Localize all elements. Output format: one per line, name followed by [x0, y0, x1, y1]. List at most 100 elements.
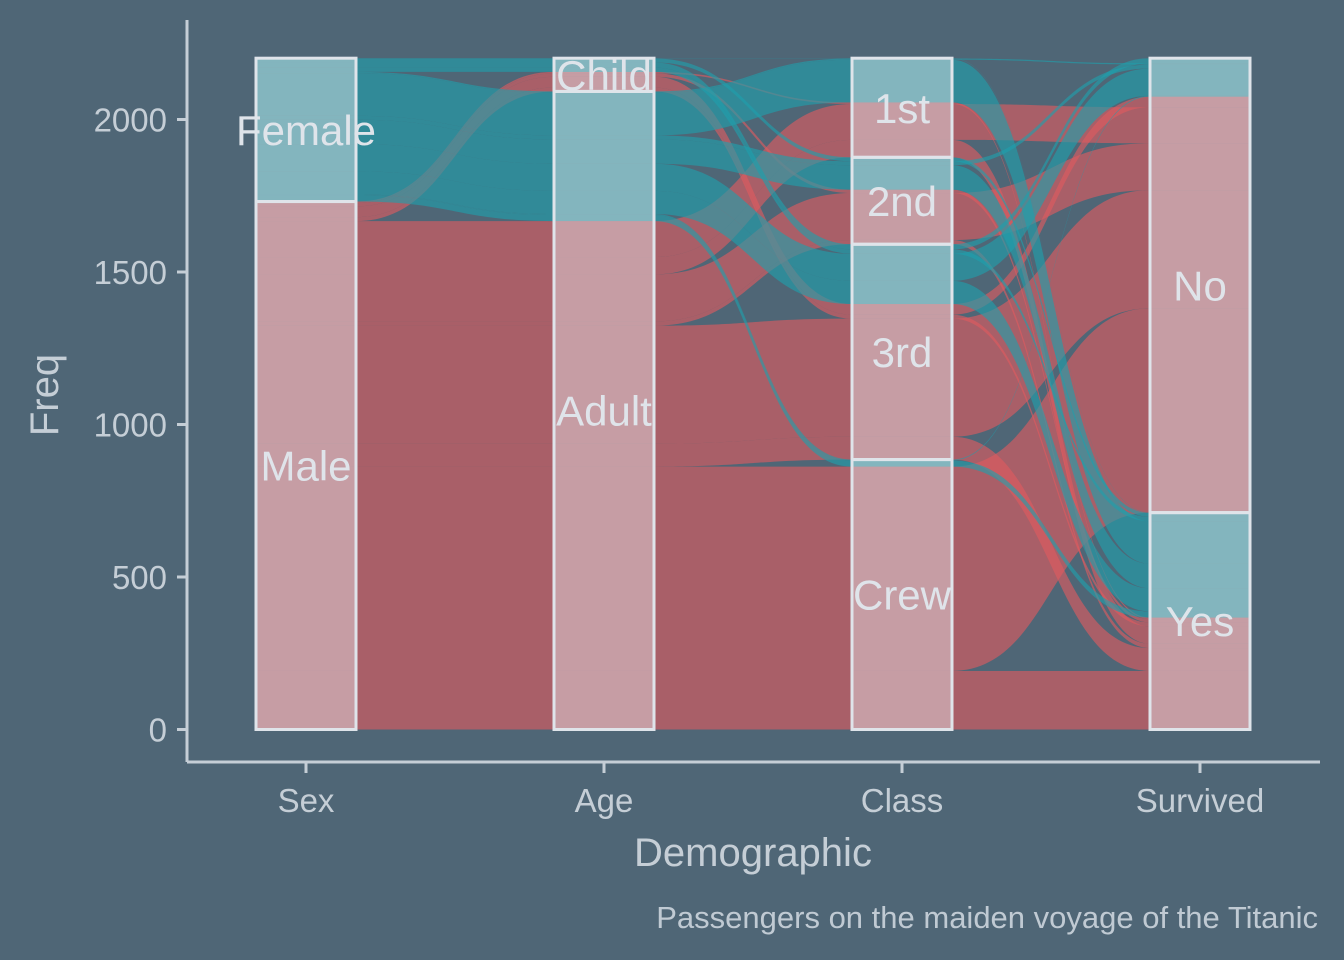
- stratum-label: 3rd: [872, 329, 933, 376]
- flow-through-stratum: [256, 67, 356, 72]
- flow-segment: [356, 115, 554, 140]
- flow-female-adult-3rd-no: [256, 68, 1250, 281]
- flow-through-stratum: [554, 257, 654, 275]
- flow-through-stratum: [554, 214, 654, 222]
- flow-segment: [952, 189, 1150, 623]
- flow-through-stratum: [852, 193, 952, 240]
- flow-through-stratum: [256, 73, 356, 116]
- flow-through-stratum: [1150, 648, 1250, 671]
- flow-segment: [952, 157, 1150, 517]
- flow-through-stratum: [554, 325, 654, 444]
- flow-female-adult-crew-yes: [256, 195, 1250, 618]
- flow-segment: [356, 443, 554, 467]
- flow-through-stratum: [554, 274, 654, 322]
- flow-through-stratum: [1150, 190, 1250, 309]
- stratum-label: Female: [236, 107, 376, 154]
- flow-through-stratum: [554, 87, 654, 92]
- flow-segment: [356, 325, 554, 444]
- flow-segment: [952, 95, 1150, 461]
- flow-female-adult-2nd-no: [256, 64, 1250, 166]
- flow-through-stratum: [554, 62, 654, 68]
- flow-segment: [952, 64, 1150, 166]
- y-tick-label: 0: [149, 712, 167, 749]
- axis-layer: 0 500 1000 1500 2000 Sex Age Class Survived: [94, 20, 1320, 819]
- flow-through-stratum: [554, 135, 654, 140]
- flow-through-stratum: [1150, 622, 1250, 627]
- stratum-age-adult: Adult: [552, 89, 656, 731]
- stratum-box: [552, 56, 656, 93]
- flow-through-stratum: [1150, 64, 1250, 69]
- flow-through-stratum: [852, 139, 952, 158]
- flow-through-stratum: [852, 670, 952, 730]
- flow-segment: [952, 249, 1150, 522]
- flow-segment: [356, 221, 554, 258]
- flow-segment: [356, 171, 554, 215]
- flow-segment: [654, 62, 852, 250]
- flow-female-child-3rd-no: [256, 58, 1250, 250]
- flow-through-stratum: [554, 67, 654, 72]
- stratum-box: [254, 56, 358, 204]
- flow-segment: [654, 135, 852, 166]
- flow-male-adult-crew-no: [256, 308, 1250, 671]
- strata-layer: Male Female Adult Child Crew 3rd 2nd 1st Yes No: [236, 52, 1252, 732]
- flow-through-stratum: [852, 460, 952, 467]
- stratum-sex-male: Male: [254, 200, 358, 732]
- flow-through-stratum: [852, 189, 952, 194]
- y-tick-label: 1500: [94, 254, 167, 291]
- flow-through-stratum: [1150, 58, 1250, 64]
- flow-through-stratum: [852, 102, 952, 104]
- flow-through-stratum: [256, 71, 356, 74]
- flow-segment: [952, 102, 1150, 620]
- flow-through-stratum: [1150, 619, 1250, 623]
- stratum-box: [850, 56, 954, 159]
- flow-through-stratum: [256, 325, 356, 444]
- x-tick-label: Age: [575, 782, 634, 819]
- flow-through-stratum: [554, 71, 654, 74]
- flow-segment: [654, 67, 852, 254]
- stratum-class-crew: Crew: [850, 458, 954, 731]
- flow-segment: [952, 58, 1150, 513]
- flow-segment: [952, 314, 1150, 627]
- flow-through-stratum: [1150, 68, 1250, 96]
- flow-segment: [654, 58, 852, 93]
- stratum-age-child: Child: [552, 52, 656, 99]
- flow-male-adult-3rd-yes: [256, 436, 1250, 671]
- flow-through-stratum: [1150, 626, 1250, 644]
- flow-segment: [654, 59, 852, 136]
- flow-through-stratum: [256, 144, 356, 172]
- flow-through-stratum: [256, 195, 356, 202]
- flow-female-adult-1st-yes: [256, 59, 1250, 564]
- flow-through-stratum: [852, 157, 952, 162]
- stratum-box: [1148, 56, 1252, 515]
- stratum-label: Adult: [556, 387, 652, 434]
- flow-female-child-2nd-yes: [256, 58, 1250, 517]
- flow-segment: [356, 62, 554, 68]
- flow-segment: [654, 58, 852, 162]
- flow-through-stratum: [554, 73, 654, 77]
- flow-through-stratum: [554, 76, 654, 88]
- chart-caption: Passengers on the maiden voyage of the T…: [656, 900, 1318, 935]
- flow-segment: [356, 274, 554, 322]
- flow-through-stratum: [852, 59, 952, 103]
- flow-female-child-3rd-yes: [256, 67, 1250, 522]
- flow-through-stratum: [852, 253, 952, 281]
- flow-segment: [952, 280, 1150, 612]
- flow-through-stratum: [256, 443, 356, 467]
- flow-through-stratum: [256, 194, 356, 196]
- flow-segment: [356, 466, 554, 671]
- flow-segment: [356, 257, 554, 275]
- flow-through-stratum: [554, 58, 654, 63]
- flow-through-stratum: [256, 115, 356, 120]
- flow-through-stratum: [852, 304, 952, 315]
- y-tick-label: 500: [112, 559, 167, 596]
- flow-female-adult-3rd-yes: [256, 171, 1250, 612]
- flow-through-stratum: [852, 314, 952, 319]
- stratum-survived-yes: Yes: [1148, 511, 1252, 732]
- flow-through-stratum: [554, 443, 654, 467]
- flow-through-stratum: [256, 206, 356, 218]
- flows-layer: [256, 58, 1250, 730]
- flow-segment: [356, 119, 554, 164]
- flow-through-stratum: [554, 139, 654, 164]
- flow-through-stratum: [852, 239, 952, 245]
- flow-through-stratum: [554, 190, 654, 215]
